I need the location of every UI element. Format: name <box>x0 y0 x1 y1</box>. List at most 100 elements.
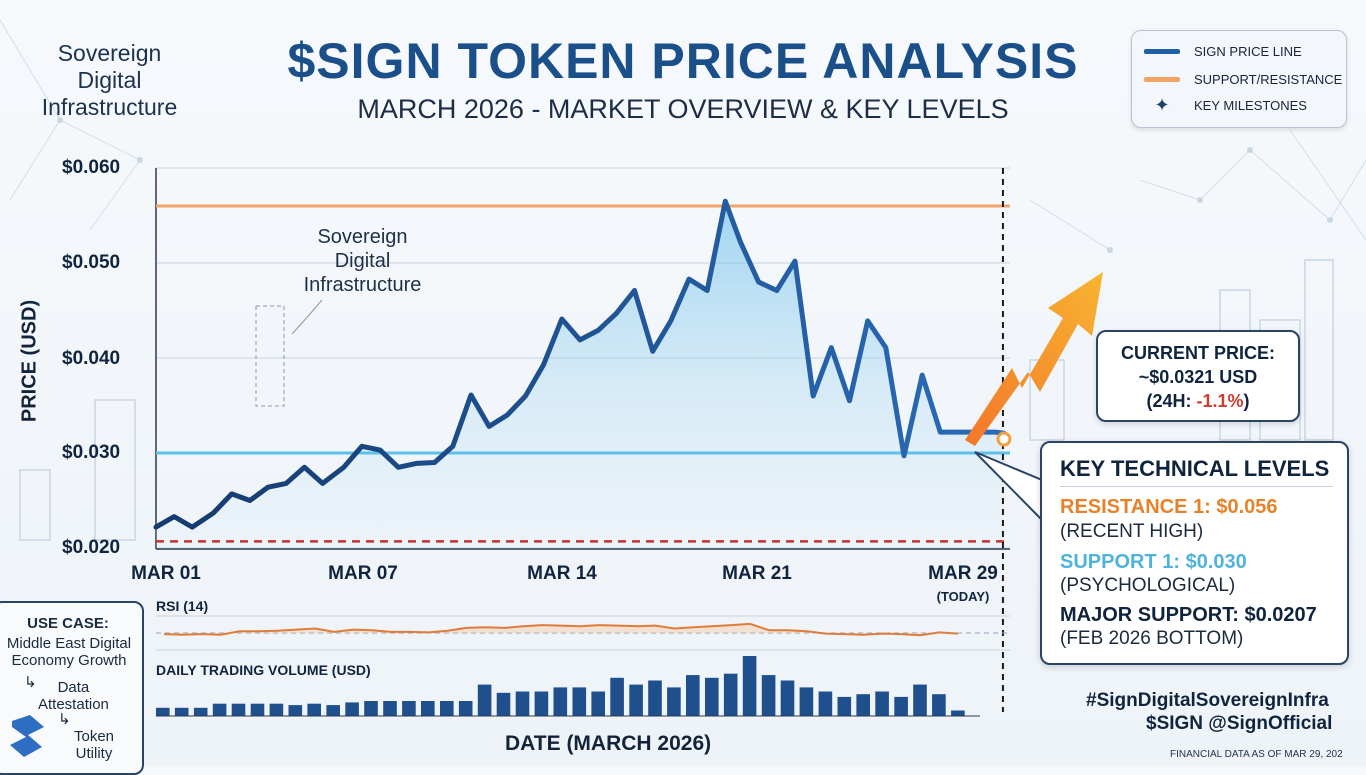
use-case-step-1-line-2: Attestation <box>38 696 109 713</box>
rsi-panel <box>156 615 1010 651</box>
volume-bar <box>402 701 416 716</box>
volume-bar <box>307 703 321 716</box>
volume-bar <box>648 680 662 716</box>
volume-bar <box>193 707 208 716</box>
volume-bar <box>553 687 568 716</box>
current-price-heading: CURRENT PRICE: <box>1120 343 1275 363</box>
y-tick-label: $0.020 <box>62 537 121 558</box>
volume-bar <box>780 680 795 716</box>
page-subtitle: MARCH 2026 - MARKET OVERVIEW & KEY LEVEL… <box>357 94 1009 124</box>
support-level-note: (PSYCHOLOGICAL) <box>1060 575 1236 596</box>
legend-label-milestones: KEY MILESTONES <box>1194 97 1307 113</box>
y-tick-label: $0.040 <box>62 348 121 369</box>
key-levels-box: KEY TECHNICAL LEVELS RESISTANCE 1: $0.05… <box>1040 441 1349 665</box>
volume-bar <box>458 701 473 716</box>
legend-label-price: SIGN PRICE LINE <box>1194 43 1302 59</box>
current-price-marker <box>996 431 1012 447</box>
legend-label-support-resistance: SUPPORT/RESISTANCE <box>1194 71 1343 87</box>
change-value: -1.1% <box>1196 391 1244 411</box>
volume-bar <box>212 703 227 716</box>
x-tick-label: MAR 01 <box>131 563 201 584</box>
volume-bar <box>667 687 681 716</box>
use-case-step-2-line-2: Utility <box>75 745 113 762</box>
volume-bar <box>156 707 170 716</box>
y-tick-label: $0.050 <box>62 252 121 273</box>
volume-bar <box>951 710 965 716</box>
legend-swatch-support-resistance <box>1144 76 1180 82</box>
volume-bar <box>345 702 359 716</box>
chart-annotation: Sovereign Digital Infrastructure <box>280 225 445 297</box>
annotation-line-1: Sovereign <box>317 226 408 248</box>
current-price-value: ~$0.0321 USD <box>1138 367 1258 387</box>
annotation-line-2: Digital <box>334 250 391 272</box>
annotation-leader <box>291 299 323 335</box>
volume-bar <box>326 705 340 716</box>
arrow-icon: ↳ <box>24 674 37 691</box>
current-price-box: CURRENT PRICE: ~$0.0321 USD (24H: -1.1%) <box>1096 330 1300 422</box>
volume-bar <box>572 687 587 716</box>
volume-bar <box>629 684 643 716</box>
volume-bar <box>913 684 927 716</box>
volume-bar <box>742 656 757 716</box>
x-tick-label: MAR 21 <box>722 563 792 584</box>
resistance-level-label: RESISTANCE 1: $0.056 <box>1060 496 1278 518</box>
change-suffix: ) <box>1243 391 1250 411</box>
volume-bar <box>799 687 814 716</box>
use-case-text: Middle East Digital Economy Growth <box>0 635 144 669</box>
x-tick-label: MAR 14 <box>527 563 597 584</box>
key-levels-title: KEY TECHNICAL LEVELS <box>1060 456 1330 481</box>
use-case-title: USE CASE: <box>27 615 109 632</box>
rsi-label: RSI (14) <box>156 598 209 614</box>
volume-bar <box>496 692 511 716</box>
legend-swatch-price <box>1144 48 1180 54</box>
sign-logo-icon <box>10 715 44 757</box>
volume-bar <box>761 675 776 716</box>
bullish-arrow-icon <box>965 272 1103 446</box>
volume-bar <box>610 677 624 716</box>
volume-bar <box>591 691 605 716</box>
legend-item-price: SIGN PRICE LINE <box>1144 41 1302 61</box>
brand-line-1: Sovereign <box>57 40 162 66</box>
volume-bar <box>837 696 852 716</box>
use-case-step-2-line-1: Token <box>74 728 115 745</box>
volume-bar <box>288 705 303 716</box>
volume-bar <box>364 701 378 716</box>
volume-bar <box>383 701 397 716</box>
hashtag-text: #SignDigitalSovereignInfra <box>1086 690 1329 711</box>
annotation-frame <box>255 305 285 407</box>
use-case-box: USE CASE: Middle East Digital Economy Gr… <box>0 601 144 775</box>
major-support-label: MAJOR SUPPORT: $0.0207 <box>1060 604 1317 626</box>
resistance-level-note: (RECENT HIGH) <box>1060 521 1204 542</box>
volume-bar <box>705 677 719 716</box>
brand-line-2: Digital <box>77 67 142 93</box>
y-tick-label: $0.060 <box>62 157 121 178</box>
volume-bar <box>723 673 738 716</box>
ticker-handle-text: $SIGN @SignOfficial <box>1146 713 1333 734</box>
volume-bar <box>875 691 889 716</box>
volume-label: DAILY TRADING VOLUME (USD) <box>156 662 371 678</box>
volume-bar <box>856 694 870 716</box>
volume-bar <box>894 696 908 716</box>
current-price-change: (24H: -1.1%) <box>1098 389 1298 413</box>
volume-bar <box>269 703 284 716</box>
chart-legend: SIGN PRICE LINE SUPPORT/RESISTANCE ✦ KEY… <box>1131 30 1347 128</box>
use-case-text-line-1: Middle East Digital <box>6 635 132 652</box>
use-case-step-2: Token Utility <box>74 728 114 762</box>
volume-bar <box>174 707 189 716</box>
legend-item-support-resistance: SUPPORT/RESISTANCE <box>1144 69 1342 89</box>
price-line <box>153 198 1007 530</box>
use-case-text-line-2: Economy Growth <box>11 652 127 669</box>
volume-bar <box>477 684 492 716</box>
brand-line-3: Infrastructure <box>41 94 178 120</box>
y-tick-label: $0.030 <box>62 442 121 463</box>
volume-bar <box>250 703 265 716</box>
volume-bar <box>515 691 530 716</box>
volume-bar <box>231 703 246 716</box>
key-levels-divider <box>1060 486 1333 487</box>
data-as-of-note: FINANCIAL DATA AS OF MAR 29, 202 <box>1170 749 1343 760</box>
x-axis-title: DATE (MARCH 2026) <box>505 732 712 755</box>
volume-bar <box>421 701 435 716</box>
annotation-line-3: Infrastructure <box>303 274 422 296</box>
today-label: (TODAY) <box>936 589 990 604</box>
